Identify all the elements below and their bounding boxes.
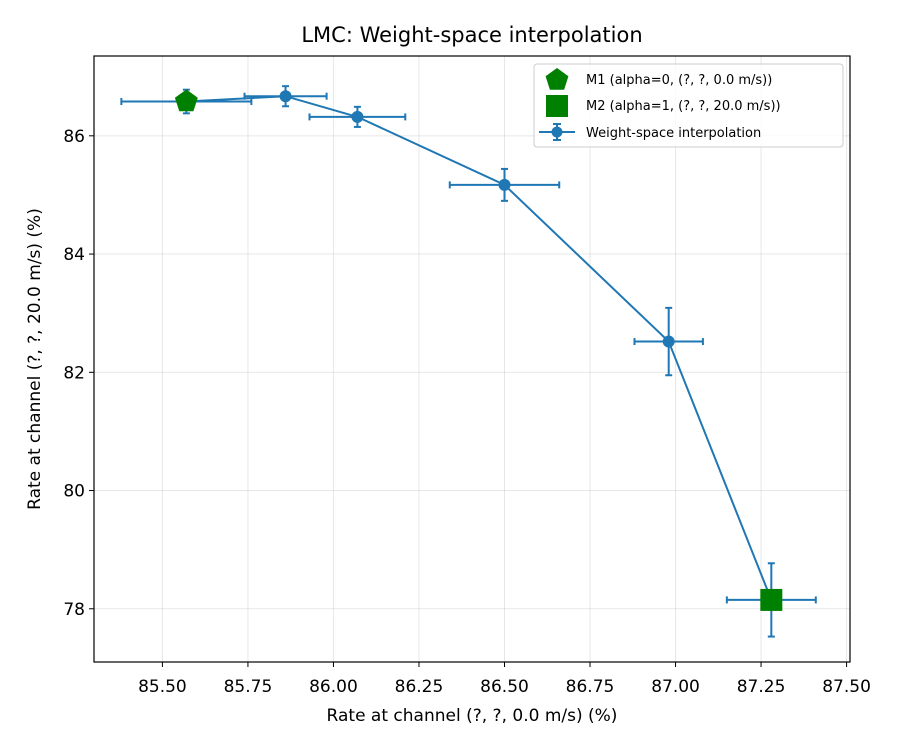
axes: 85.50 85.75 86.00 86.25 86.50 86.75 87.00 87.25…: [63, 127, 871, 697]
series-layer: [120, 85, 817, 638]
x-tick-label: 86.75: [566, 677, 615, 697]
x-tick-label: 86.00: [309, 677, 358, 697]
x-tick-label: 85.75: [224, 677, 273, 697]
x-tick-label: 87.25: [737, 677, 786, 697]
x-tick-label: 86.50: [480, 677, 529, 697]
legend: M1 (alpha=0, (?, ?, 0.0 m/s)) M2 (alpha=…: [533, 63, 844, 148]
y-tick-label: 78: [63, 600, 85, 620]
marker-layer: [174, 89, 783, 611]
chart-title: LMC: Weight-space interpolation: [301, 23, 642, 47]
y-tick-label: 80: [63, 482, 85, 502]
legend-m1-pentagon-swatch: [545, 68, 569, 90]
x-tick-label: 87.00: [651, 677, 700, 697]
y-axis-label: Rate at channel (?, ?, 20.0 m/s) (%): [25, 208, 45, 510]
x-tick-label: 87.50: [822, 677, 871, 697]
y-tick-label: 84: [63, 245, 85, 265]
m2-square-marker: [760, 588, 783, 611]
legend-m2-square-swatch: [546, 95, 568, 117]
data-point: [351, 110, 364, 123]
data-point: [662, 335, 675, 348]
x-axis-label: Rate at channel (?, ?, 0.0 m/s) (%): [327, 706, 618, 726]
legend-m1-label: M1 (alpha=0, (?, ?, 0.0 m/s)): [586, 73, 772, 88]
data-point: [279, 90, 292, 103]
legend-series-label: Weight-space interpolation: [586, 126, 761, 141]
data-point: [498, 178, 511, 191]
legend-box: [533, 63, 844, 148]
x-tick-label: 86.25: [395, 677, 444, 697]
y-tick-label: 82: [63, 363, 85, 383]
series-line: [186, 95, 773, 601]
plot-frame: [93, 55, 851, 663]
x-tick-label: 85.50: [138, 677, 187, 697]
m1-pentagon-marker: [174, 89, 198, 112]
legend-series-swatch: [539, 123, 575, 141]
y-tick-label: 86: [63, 127, 85, 147]
legend-m2-label: M2 (alpha=1, (?, ?, 20.0 m/s)): [586, 99, 781, 114]
